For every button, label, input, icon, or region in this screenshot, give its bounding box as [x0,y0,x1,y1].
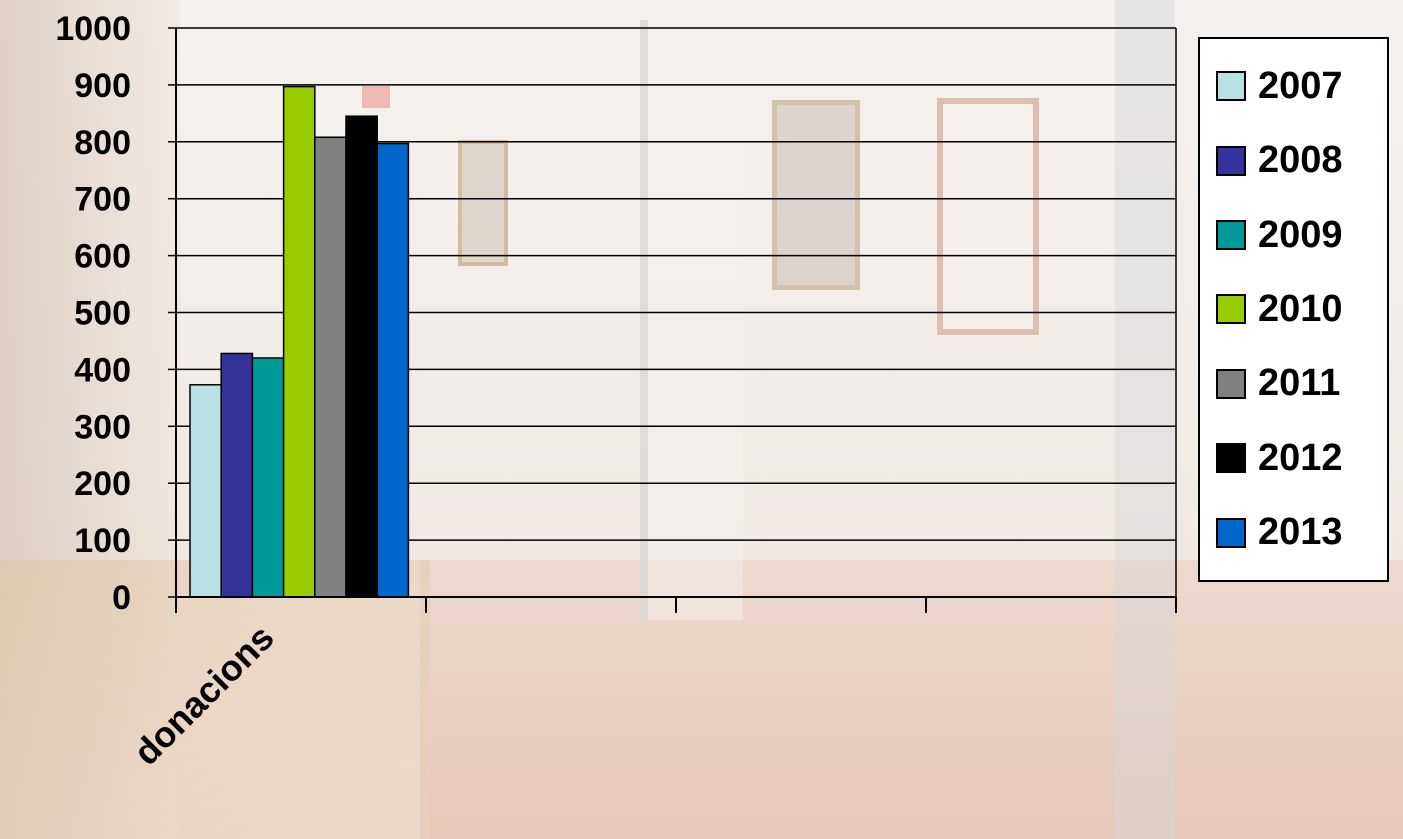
bar-2013 [376,142,410,598]
axes [168,27,1177,613]
legend-item: 2007 [1216,56,1387,116]
y-tick-label: 500 [74,295,131,333]
y-tick-label: 800 [74,124,131,162]
legend-label: 2008 [1258,139,1343,182]
legend-label: 2013 [1258,511,1343,554]
legend-label: 2010 [1258,287,1343,330]
legend-swatch [1216,220,1246,251]
x-tick-labels: donacions [125,617,281,773]
legend-item: 2009 [1216,205,1387,265]
legend-swatch [1216,443,1246,474]
legend-item: 2011 [1216,354,1387,414]
background-exit-sign [362,86,390,108]
legend-swatch [1216,368,1246,399]
legend-label: 2012 [1258,436,1343,479]
legend-item: 2010 [1216,279,1387,339]
legend-swatch [1216,294,1246,325]
legend-label: 2009 [1258,213,1343,256]
x-category-label: donacions [125,617,281,773]
background-counter [0,560,430,839]
bar-2012 [345,115,378,598]
background-door [640,20,743,620]
bars [189,85,410,598]
y-tick-labels: 0 100 200 300 400 500 600 700 800 900 1000 [55,10,131,617]
y-tick-label: 100 [74,522,131,560]
y-tick-label: 300 [74,408,131,446]
bar-2010 [282,85,316,598]
y-tick-label: 200 [74,465,131,503]
y-tick-label: 0 [112,579,131,617]
y-tick-label: 900 [74,67,131,105]
background-picture-frame [772,100,860,290]
y-tick-label: 400 [74,351,131,389]
legend-item: 2008 [1216,131,1387,191]
background-pillar [1115,0,1175,839]
background-floor [420,560,1403,839]
legend-swatch [1216,145,1246,176]
y-tick-label: 700 [74,181,131,219]
background-picture-frame [937,98,1039,335]
legend-item: 2013 [1216,503,1387,563]
legend-item: 2012 [1216,428,1387,488]
legend-swatch [1216,517,1246,548]
y-tick-label: 1000 [55,10,131,48]
bar-2007 [189,384,222,598]
bar-2011 [314,136,347,598]
bar-2009 [251,357,285,598]
bar-2008 [220,352,254,598]
chart-legend: 2007 2008 2009 2010 2011 2012 2013 [1198,37,1389,582]
legend-label: 2007 [1258,64,1343,107]
legend-swatch [1216,71,1246,102]
legend-label: 2011 [1258,362,1341,405]
y-tick-label: 600 [74,238,131,276]
